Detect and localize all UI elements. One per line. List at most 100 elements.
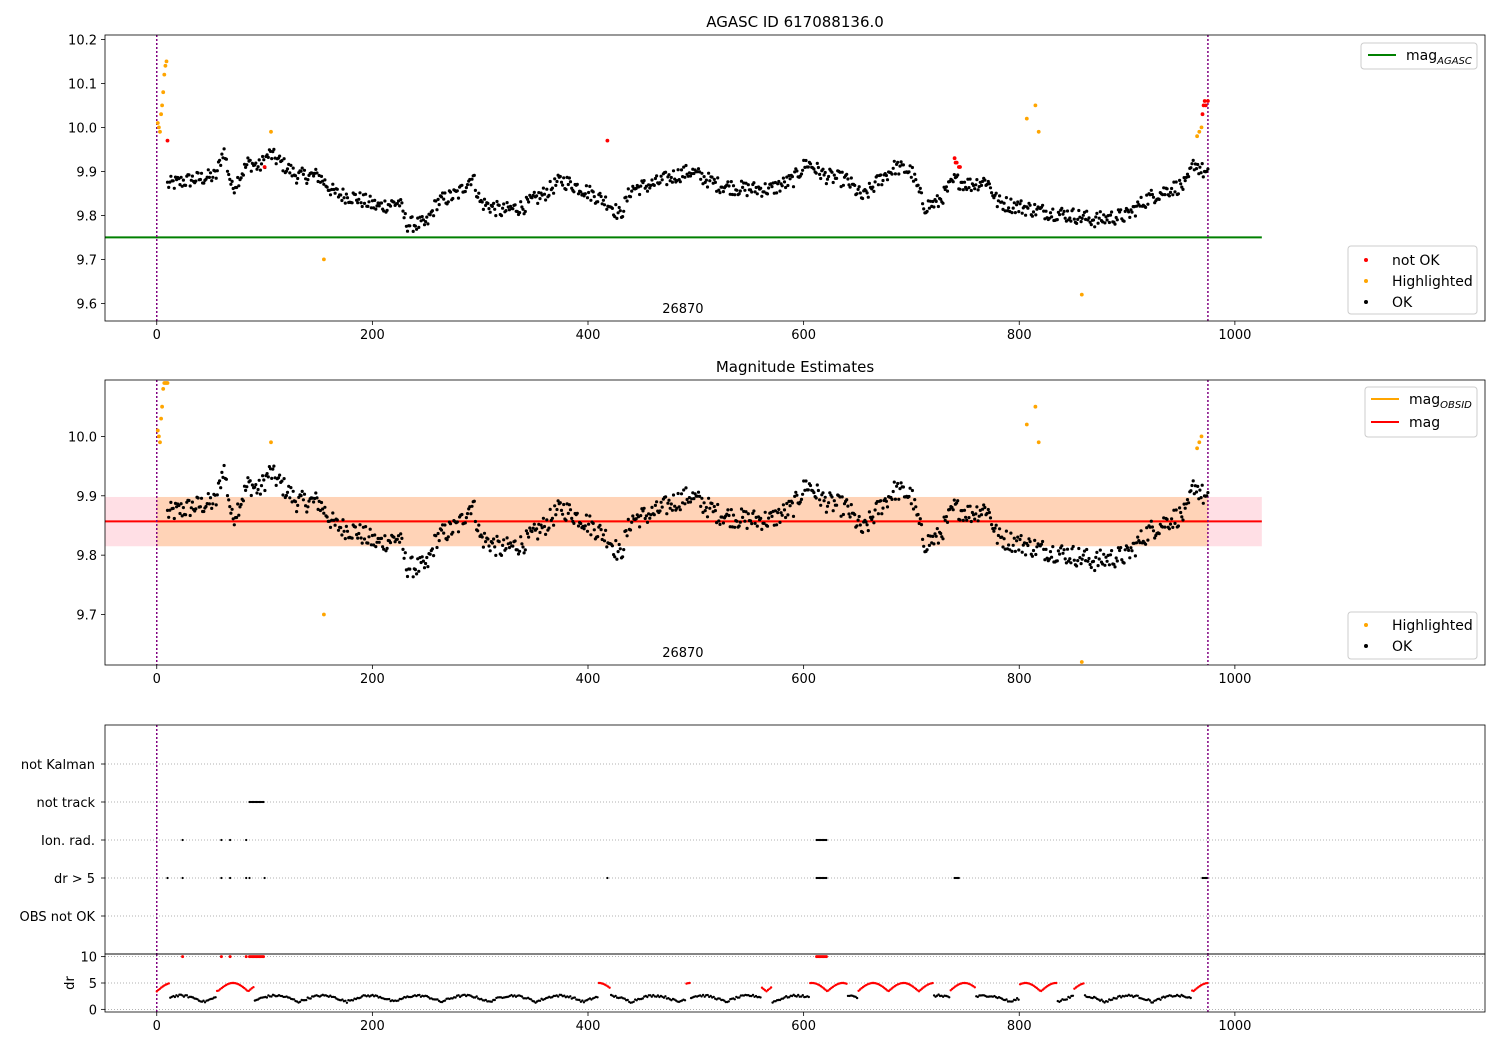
ok-point xyxy=(552,191,556,195)
ok-point xyxy=(408,224,412,228)
ok-point xyxy=(901,485,906,489)
ok-point xyxy=(1118,548,1122,553)
ok-point xyxy=(1028,203,1032,207)
ok-point xyxy=(804,479,808,483)
ok-point xyxy=(344,524,348,529)
ok-point xyxy=(530,196,534,200)
ok-point xyxy=(907,170,911,174)
ok-point xyxy=(345,196,350,200)
dr-point xyxy=(513,994,516,997)
ok-point xyxy=(214,176,218,180)
ok-point xyxy=(907,494,911,499)
ok-point xyxy=(795,493,799,497)
flag-point xyxy=(245,876,248,880)
ok-point xyxy=(931,199,935,204)
dr-point xyxy=(292,998,296,1001)
ok-point xyxy=(669,502,673,506)
ok-point xyxy=(254,483,258,487)
ok-point xyxy=(515,548,519,552)
highlighted-point xyxy=(1195,446,1199,451)
ok-point xyxy=(395,537,399,541)
dr-point xyxy=(1115,997,1118,1000)
ok-point xyxy=(280,479,284,483)
ok-point xyxy=(865,191,869,195)
ok-point xyxy=(1196,162,1200,167)
ok-point xyxy=(1198,488,1202,492)
ok-point xyxy=(519,200,523,204)
ok-point xyxy=(497,540,501,544)
ok-point xyxy=(288,496,292,500)
ok-point xyxy=(1077,208,1081,213)
x-tick-label: 400 xyxy=(576,328,601,343)
ok-point xyxy=(666,501,670,505)
ok-point xyxy=(249,169,253,173)
ok-point xyxy=(211,502,215,506)
ok-point xyxy=(374,545,378,549)
flag-category-label: dr > 5 xyxy=(54,872,95,887)
ok-point xyxy=(625,534,629,538)
ok-point xyxy=(951,508,955,512)
ok-point xyxy=(341,187,345,191)
ok-point xyxy=(880,512,884,516)
ok-point xyxy=(1072,217,1076,221)
ok-point xyxy=(1139,195,1143,199)
ok-point xyxy=(787,499,791,503)
ok-point xyxy=(605,207,609,211)
ok-point xyxy=(839,514,843,518)
ok-point xyxy=(605,545,609,549)
ok-point xyxy=(486,537,490,541)
ok-point xyxy=(883,497,887,501)
ok-point xyxy=(812,491,816,495)
ok-point xyxy=(735,188,739,192)
ok-point xyxy=(825,504,830,508)
ok-point xyxy=(521,545,525,549)
ok-point xyxy=(699,504,703,508)
dr-point xyxy=(582,1001,586,1004)
ok-point xyxy=(225,494,230,498)
ok-point xyxy=(253,485,257,489)
ok-point xyxy=(1128,556,1132,560)
flag-point xyxy=(181,838,184,842)
dr-point xyxy=(948,996,951,999)
ok-point xyxy=(1103,563,1107,567)
ok-point xyxy=(1200,162,1204,166)
ok-point xyxy=(867,181,872,185)
ok-point xyxy=(879,499,883,503)
dr-point xyxy=(345,1001,349,1004)
ok-point xyxy=(1076,559,1080,563)
ok-point xyxy=(312,500,316,504)
ok-point xyxy=(729,508,733,512)
highlighted-point xyxy=(1033,103,1038,108)
ok-point xyxy=(553,504,557,508)
ok-point xyxy=(738,189,742,193)
dr-point xyxy=(418,993,421,997)
ok-point xyxy=(682,488,686,492)
ok-point xyxy=(965,518,969,522)
ok-point xyxy=(1087,556,1091,561)
not-ok-point xyxy=(1202,99,1207,103)
ok-point xyxy=(987,182,992,186)
ok-point xyxy=(1189,166,1193,170)
ok-point xyxy=(652,183,656,187)
ok-point xyxy=(464,516,468,520)
ok-point xyxy=(259,484,264,488)
ok-point xyxy=(373,198,377,202)
ok-point xyxy=(794,490,798,494)
ok-point xyxy=(494,553,498,558)
ok-point xyxy=(718,522,722,527)
ok-point xyxy=(319,500,324,505)
ok-point xyxy=(1034,552,1038,557)
dr-clipped-point xyxy=(219,955,223,959)
ok-point xyxy=(824,182,829,186)
ok-point xyxy=(641,509,645,513)
ok-point xyxy=(366,541,370,545)
flag-point xyxy=(181,876,184,880)
ok-point xyxy=(576,192,581,196)
ok-point xyxy=(707,171,711,175)
ok-point xyxy=(695,170,699,174)
ok-point xyxy=(1123,548,1127,552)
ok-point xyxy=(671,169,676,173)
ok-point xyxy=(876,512,881,516)
ok-point xyxy=(368,527,372,531)
